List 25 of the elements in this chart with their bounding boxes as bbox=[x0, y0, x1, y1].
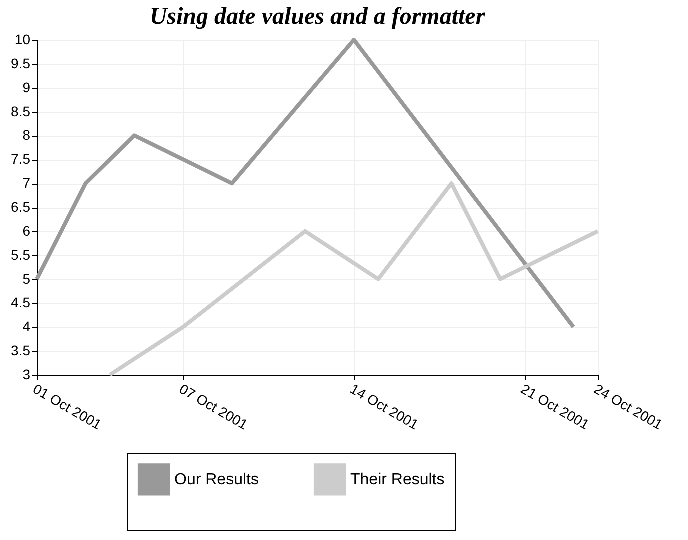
x-tick-label: 07 Oct 2001 bbox=[176, 380, 252, 433]
x-tick-label: 14 Oct 2001 bbox=[348, 380, 422, 433]
y-tick-label: 10 bbox=[14, 32, 31, 48]
line-series bbox=[108, 182, 600, 377]
y-tick-label: 3.5 bbox=[11, 342, 31, 359]
legend-label: Their Results bbox=[350, 472, 445, 489]
y-tick-label: 7 bbox=[22, 175, 31, 192]
chart-title: Using date values and a formatter bbox=[150, 4, 486, 30]
x-tick-label: 21 Oct 2001 bbox=[518, 380, 593, 433]
y-tick-label: 8.5 bbox=[11, 103, 31, 120]
y-tick-label: 3 bbox=[22, 366, 31, 382]
y-tick-label: 6.5 bbox=[11, 199, 31, 215]
x-tick-label: 24 Oct 2001 bbox=[592, 380, 666, 433]
line-series bbox=[35, 38, 576, 330]
y-tick-label: 7.5 bbox=[11, 151, 31, 168]
y-tick-label: 9.5 bbox=[11, 55, 31, 72]
y-tick-label: 5 bbox=[22, 270, 31, 287]
y-tick-label: 5.5 bbox=[11, 246, 31, 263]
y-tick-label: 4 bbox=[22, 318, 31, 335]
y-tick-label: 6 bbox=[22, 222, 31, 239]
y-tick-label: 4.5 bbox=[11, 294, 31, 311]
y-tick-label: 8 bbox=[22, 127, 31, 144]
y-tick-label: 9 bbox=[22, 79, 31, 96]
x-tick-label: 01 Oct 2001 bbox=[30, 380, 105, 433]
legend-label: Our Results bbox=[174, 472, 259, 489]
